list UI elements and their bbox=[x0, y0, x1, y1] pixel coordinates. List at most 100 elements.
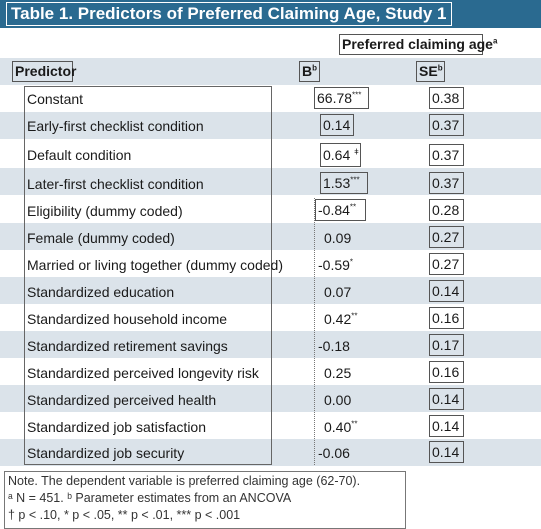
b-value: 0.42 bbox=[324, 311, 352, 327]
b-value: -0.06 bbox=[318, 445, 350, 461]
note-line: † p < .10, * p < .05, ** p < .01, *** p … bbox=[8, 508, 241, 522]
predictor-label: Early-first checklist condition bbox=[27, 118, 204, 134]
se-value: 0.16 bbox=[432, 364, 460, 380]
col-header-predictor-label: Predictor bbox=[15, 63, 77, 79]
predictor-cell: Constant bbox=[27, 90, 83, 108]
b-cell: -0.84** bbox=[315, 199, 366, 221]
b-cell: 0.64 ǂ bbox=[320, 143, 361, 167]
se-cell: 0.28 bbox=[429, 199, 464, 221]
predictor-label: Constant bbox=[27, 91, 84, 107]
predictor-cell: Standardized job security bbox=[27, 444, 184, 462]
sig-marker: ǂ bbox=[354, 147, 359, 157]
predictor-label: Standardized perceived longevity risk bbox=[27, 365, 259, 381]
predictor-label: Standardized job satisfaction bbox=[27, 419, 206, 435]
se-cell: 0.17 bbox=[429, 334, 464, 356]
se-cell: 0.16 bbox=[429, 307, 464, 329]
predictor-cell: Standardized household income bbox=[27, 310, 227, 328]
col-header-se: SEb bbox=[416, 61, 445, 82]
se-value: 0.38 bbox=[432, 90, 460, 106]
b-cell: 0.25 bbox=[324, 364, 351, 382]
b-cell: 0.40** bbox=[324, 418, 357, 436]
b-value: 0.00 bbox=[324, 392, 352, 408]
b-cell: -0.59* bbox=[318, 256, 353, 274]
b-value: 0.64 bbox=[323, 147, 351, 163]
group-header: Preferred claiming agea bbox=[339, 34, 497, 55]
predictor-label: Eligibility (dummy coded) bbox=[27, 203, 183, 219]
se-value: 0.14 bbox=[432, 283, 460, 299]
row-bg-5 bbox=[0, 223, 541, 250]
b-cell: 0.07 bbox=[324, 283, 351, 301]
predictor-cell: Standardized perceived longevity risk bbox=[27, 364, 259, 382]
predictor-column-frame bbox=[24, 86, 272, 465]
b-value: 0.40 bbox=[324, 419, 352, 435]
se-cell: 0.14 bbox=[429, 441, 464, 463]
b-cell: 0.00 bbox=[324, 391, 351, 409]
table-title: Table 1. Predictors of Preferred Claimin… bbox=[6, 2, 452, 26]
se-value: 0.27 bbox=[432, 256, 460, 272]
note-line: ᵃ N = 451. ᵇ Parameter estimates from an… bbox=[8, 491, 292, 505]
predictor-cell: Default condition bbox=[27, 146, 131, 164]
predictor-label: Married or living together (dummy coded) bbox=[27, 257, 283, 273]
se-value: 0.37 bbox=[432, 147, 460, 163]
header-row-bg bbox=[0, 58, 541, 85]
se-cell: 0.16 bbox=[429, 361, 464, 383]
se-cell: 0.38 bbox=[429, 87, 464, 109]
b-cell: -0.06 bbox=[318, 444, 350, 462]
predictor-label: Standardized household income bbox=[27, 311, 228, 327]
predictor-cell: Later-first checklist condition bbox=[27, 175, 204, 193]
b-value: 0.25 bbox=[324, 365, 352, 381]
se-cell: 0.27 bbox=[429, 253, 464, 275]
se-cell: 0.37 bbox=[429, 172, 464, 194]
b-cell: -0.18 bbox=[318, 337, 350, 355]
predictor-label: Standardized retirement savings bbox=[27, 338, 228, 354]
predictor-label: Standardized job security bbox=[27, 445, 185, 461]
group-header-sup: a bbox=[492, 36, 498, 46]
b-value: -0.84 bbox=[318, 202, 350, 218]
b-value: 66.78 bbox=[317, 90, 353, 106]
b-column-divider bbox=[314, 198, 315, 465]
table-notes: Note. The dependent variable is preferre… bbox=[4, 471, 406, 529]
b-value: -0.18 bbox=[318, 338, 350, 354]
row-bg-1 bbox=[0, 112, 541, 139]
se-cell: 0.14 bbox=[429, 415, 464, 437]
se-cell: 0.37 bbox=[429, 114, 464, 136]
se-cell: 0.14 bbox=[429, 388, 464, 410]
predictor-cell: Married or living together (dummy coded) bbox=[27, 256, 283, 274]
row-bg-9 bbox=[0, 331, 541, 358]
b-cell: 66.78*** bbox=[314, 87, 369, 109]
row-bg-13 bbox=[0, 439, 541, 466]
col-header-b-sup: b bbox=[312, 63, 318, 73]
se-value: 0.14 bbox=[432, 391, 460, 407]
col-header-predictor: Predictor bbox=[12, 61, 77, 82]
predictor-cell: Eligibility (dummy coded) bbox=[27, 202, 183, 220]
predictor-label: Default condition bbox=[27, 147, 132, 163]
row-bg-11 bbox=[0, 385, 541, 412]
b-cell: 1.53*** bbox=[320, 172, 368, 194]
se-value: 0.37 bbox=[432, 117, 460, 133]
predictor-label: Standardized education bbox=[27, 284, 175, 300]
b-value: 0.07 bbox=[324, 284, 352, 300]
se-value: 0.14 bbox=[432, 418, 460, 434]
predictor-label: Standardized perceived health bbox=[27, 392, 217, 408]
se-value: 0.28 bbox=[432, 202, 460, 218]
se-value: 0.14 bbox=[432, 444, 460, 460]
col-header-b-label: B bbox=[302, 63, 313, 79]
b-value: 1.53 bbox=[323, 175, 351, 191]
b-value: 0.09 bbox=[324, 230, 352, 246]
se-cell: 0.27 bbox=[429, 226, 464, 248]
se-cell: 0.37 bbox=[429, 144, 464, 166]
b-value: -0.59 bbox=[318, 257, 350, 273]
predictor-cell: Early-first checklist condition bbox=[27, 117, 204, 135]
se-value: 0.16 bbox=[432, 310, 460, 326]
predictor-cell: Standardized job satisfaction bbox=[27, 418, 206, 436]
sig-marker: *** bbox=[350, 175, 360, 185]
b-cell: 0.42** bbox=[324, 310, 357, 328]
predictor-cell: Standardized retirement savings bbox=[27, 337, 228, 355]
col-header-se-label: SE bbox=[419, 63, 438, 79]
se-value: 0.17 bbox=[432, 337, 460, 353]
se-value: 0.37 bbox=[432, 175, 460, 191]
predictor-cell: Female (dummy coded) bbox=[27, 229, 175, 247]
predictor-label: Later-first checklist condition bbox=[27, 176, 204, 192]
se-cell: 0.14 bbox=[429, 280, 464, 302]
b-cell: 0.14 bbox=[320, 114, 354, 136]
